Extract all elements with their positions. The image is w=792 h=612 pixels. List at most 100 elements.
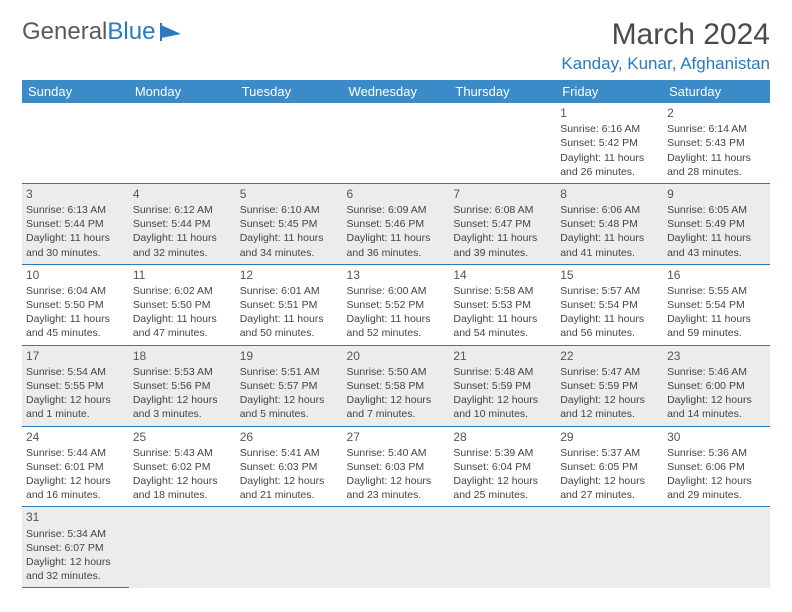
calendar-day: 10Sunrise: 6:04 AMSunset: 5:50 PMDayligh… (22, 264, 129, 345)
calendar-day: 2Sunrise: 6:14 AMSunset: 5:43 PMDaylight… (663, 103, 770, 183)
sunset-text: Sunset: 5:54 PM (667, 298, 766, 312)
sunset-text: Sunset: 5:56 PM (133, 379, 232, 393)
sunrise-text: Sunrise: 5:44 AM (26, 446, 125, 460)
calendar-week: 17Sunrise: 5:54 AMSunset: 5:55 PMDayligh… (22, 345, 770, 426)
day-number: 6 (347, 186, 446, 202)
day-number: 1 (560, 105, 659, 121)
sunset-text: Sunset: 5:55 PM (26, 379, 125, 393)
calendar-week: 10Sunrise: 6:04 AMSunset: 5:50 PMDayligh… (22, 264, 770, 345)
header: GeneralBlue March 2024 Kanday, Kunar, Af… (22, 18, 770, 74)
daylight-text: Daylight: 12 hours and 27 minutes. (560, 474, 659, 502)
sunrise-text: Sunrise: 6:12 AM (133, 203, 232, 217)
day-number: 30 (667, 429, 766, 445)
daylight-text: Daylight: 12 hours and 16 minutes. (26, 474, 125, 502)
calendar-day: 20Sunrise: 5:50 AMSunset: 5:58 PMDayligh… (343, 345, 450, 426)
daylight-text: Daylight: 11 hours and 30 minutes. (26, 231, 125, 259)
daylight-text: Daylight: 11 hours and 47 minutes. (133, 312, 232, 340)
sunset-text: Sunset: 5:46 PM (347, 217, 446, 231)
sunrise-text: Sunrise: 5:40 AM (347, 446, 446, 460)
sunset-text: Sunset: 6:02 PM (133, 460, 232, 474)
day-header: Wednesday (343, 80, 450, 103)
daylight-text: Daylight: 12 hours and 7 minutes. (347, 393, 446, 421)
sunrise-text: Sunrise: 5:55 AM (667, 284, 766, 298)
logo: GeneralBlue (22, 18, 185, 46)
sunset-text: Sunset: 5:44 PM (26, 217, 125, 231)
day-header: Thursday (449, 80, 556, 103)
day-number: 24 (26, 429, 125, 445)
daylight-text: Daylight: 11 hours and 59 minutes. (667, 312, 766, 340)
sunrise-text: Sunrise: 6:04 AM (26, 284, 125, 298)
daylight-text: Daylight: 12 hours and 18 minutes. (133, 474, 232, 502)
sunset-text: Sunset: 6:05 PM (560, 460, 659, 474)
calendar-empty (449, 507, 556, 588)
day-number: 18 (133, 348, 232, 364)
calendar-week: 1Sunrise: 6:16 AMSunset: 5:42 PMDaylight… (22, 103, 770, 183)
sunset-text: Sunset: 6:07 PM (26, 541, 125, 555)
day-header: Saturday (663, 80, 770, 103)
daylight-text: Daylight: 12 hours and 23 minutes. (347, 474, 446, 502)
calendar-day: 13Sunrise: 6:00 AMSunset: 5:52 PMDayligh… (343, 264, 450, 345)
sunrise-text: Sunrise: 5:47 AM (560, 365, 659, 379)
sunset-text: Sunset: 5:47 PM (453, 217, 552, 231)
day-number: 28 (453, 429, 552, 445)
calendar-day: 24Sunrise: 5:44 AMSunset: 6:01 PMDayligh… (22, 426, 129, 507)
sunset-text: Sunset: 5:49 PM (667, 217, 766, 231)
sunset-text: Sunset: 5:51 PM (240, 298, 339, 312)
calendar-day: 6Sunrise: 6:09 AMSunset: 5:46 PMDaylight… (343, 183, 450, 264)
sunset-text: Sunset: 5:50 PM (26, 298, 125, 312)
day-header: Tuesday (236, 80, 343, 103)
sunset-text: Sunset: 6:04 PM (453, 460, 552, 474)
daylight-text: Daylight: 12 hours and 1 minute. (26, 393, 125, 421)
sunset-text: Sunset: 5:50 PM (133, 298, 232, 312)
calendar-day: 18Sunrise: 5:53 AMSunset: 5:56 PMDayligh… (129, 345, 236, 426)
calendar-day: 11Sunrise: 6:02 AMSunset: 5:50 PMDayligh… (129, 264, 236, 345)
day-number: 20 (347, 348, 446, 364)
day-number: 5 (240, 186, 339, 202)
calendar-empty (22, 103, 129, 183)
daylight-text: Daylight: 11 hours and 36 minutes. (347, 231, 446, 259)
sunrise-text: Sunrise: 5:36 AM (667, 446, 766, 460)
calendar-empty (236, 103, 343, 183)
daylight-text: Daylight: 11 hours and 45 minutes. (26, 312, 125, 340)
day-number: 14 (453, 267, 552, 283)
daylight-text: Daylight: 11 hours and 54 minutes. (453, 312, 552, 340)
day-number: 25 (133, 429, 232, 445)
sunrise-text: Sunrise: 5:58 AM (453, 284, 552, 298)
daylight-text: Daylight: 11 hours and 26 minutes. (560, 151, 659, 179)
calendar-day: 5Sunrise: 6:10 AMSunset: 5:45 PMDaylight… (236, 183, 343, 264)
day-number: 7 (453, 186, 552, 202)
calendar-day: 15Sunrise: 5:57 AMSunset: 5:54 PMDayligh… (556, 264, 663, 345)
logo-text-2: Blue (107, 18, 155, 46)
sunrise-text: Sunrise: 6:01 AM (240, 284, 339, 298)
sunset-text: Sunset: 5:54 PM (560, 298, 659, 312)
sunset-text: Sunset: 6:06 PM (667, 460, 766, 474)
sunrise-text: Sunrise: 5:39 AM (453, 446, 552, 460)
calendar-day: 21Sunrise: 5:48 AMSunset: 5:59 PMDayligh… (449, 345, 556, 426)
daylight-text: Daylight: 11 hours and 28 minutes. (667, 151, 766, 179)
daylight-text: Daylight: 11 hours and 41 minutes. (560, 231, 659, 259)
calendar-empty (236, 507, 343, 588)
calendar-day: 7Sunrise: 6:08 AMSunset: 5:47 PMDaylight… (449, 183, 556, 264)
sunrise-text: Sunrise: 6:10 AM (240, 203, 339, 217)
calendar-empty (343, 507, 450, 588)
sunrise-text: Sunrise: 5:48 AM (453, 365, 552, 379)
calendar-day: 3Sunrise: 6:13 AMSunset: 5:44 PMDaylight… (22, 183, 129, 264)
calendar-day: 12Sunrise: 6:01 AMSunset: 5:51 PMDayligh… (236, 264, 343, 345)
calendar-day: 8Sunrise: 6:06 AMSunset: 5:48 PMDaylight… (556, 183, 663, 264)
calendar-header-row: SundayMondayTuesdayWednesdayThursdayFrid… (22, 80, 770, 103)
calendar-day: 29Sunrise: 5:37 AMSunset: 6:05 PMDayligh… (556, 426, 663, 507)
day-number: 22 (560, 348, 659, 364)
location-text: Kanday, Kunar, Afghanistan (561, 54, 770, 74)
daylight-text: Daylight: 12 hours and 12 minutes. (560, 393, 659, 421)
sunset-text: Sunset: 6:03 PM (347, 460, 446, 474)
sunrise-text: Sunrise: 5:34 AM (26, 527, 125, 541)
sunrise-text: Sunrise: 6:00 AM (347, 284, 446, 298)
calendar-empty (343, 103, 450, 183)
calendar-day: 27Sunrise: 5:40 AMSunset: 6:03 PMDayligh… (343, 426, 450, 507)
sunrise-text: Sunrise: 6:09 AM (347, 203, 446, 217)
day-number: 16 (667, 267, 766, 283)
day-number: 10 (26, 267, 125, 283)
sunset-text: Sunset: 5:43 PM (667, 136, 766, 150)
sunrise-text: Sunrise: 5:51 AM (240, 365, 339, 379)
sunrise-text: Sunrise: 5:43 AM (133, 446, 232, 460)
